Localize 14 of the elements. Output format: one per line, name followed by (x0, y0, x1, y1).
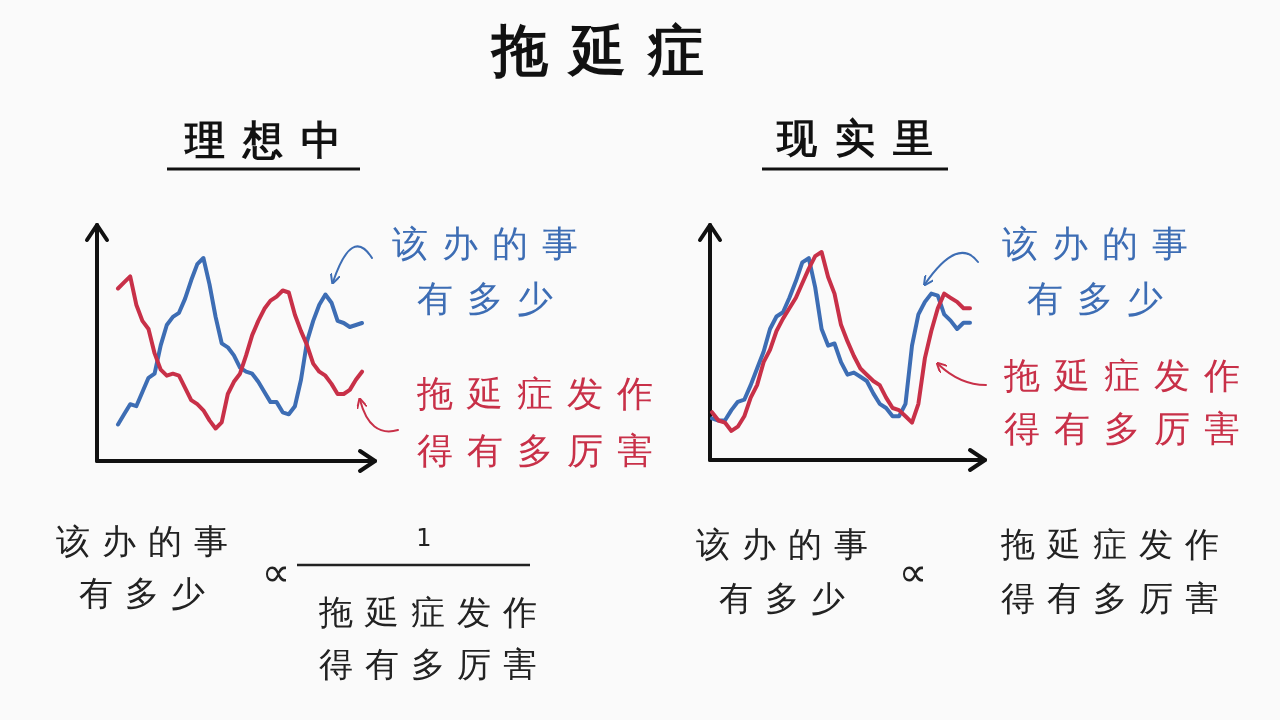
annotation: 该办的事有多少 (56, 521, 240, 613)
series-name: 拖延症发作得有多厉害 (1004, 354, 1254, 449)
annotation: ∝ (261, 549, 291, 595)
annotation: ∝ (898, 549, 928, 595)
annotation: 拖延症发作得有多厉害 (1001, 524, 1231, 618)
series-name: 拖延症发作得有多厉害 (417, 372, 667, 471)
title: 拖延症 (492, 17, 726, 83)
subtitle: 现实里 (777, 115, 951, 161)
annotation: 1 (416, 524, 432, 552)
series-name: 该办的事有多少 (392, 222, 592, 319)
annotation: 拖延症发作得有多厉害 (319, 592, 549, 684)
series-name: 该办的事有多少 (1002, 222, 1202, 319)
subtitle: 理想中 (185, 117, 359, 163)
annotation: 该办的事有多少 (696, 524, 880, 618)
